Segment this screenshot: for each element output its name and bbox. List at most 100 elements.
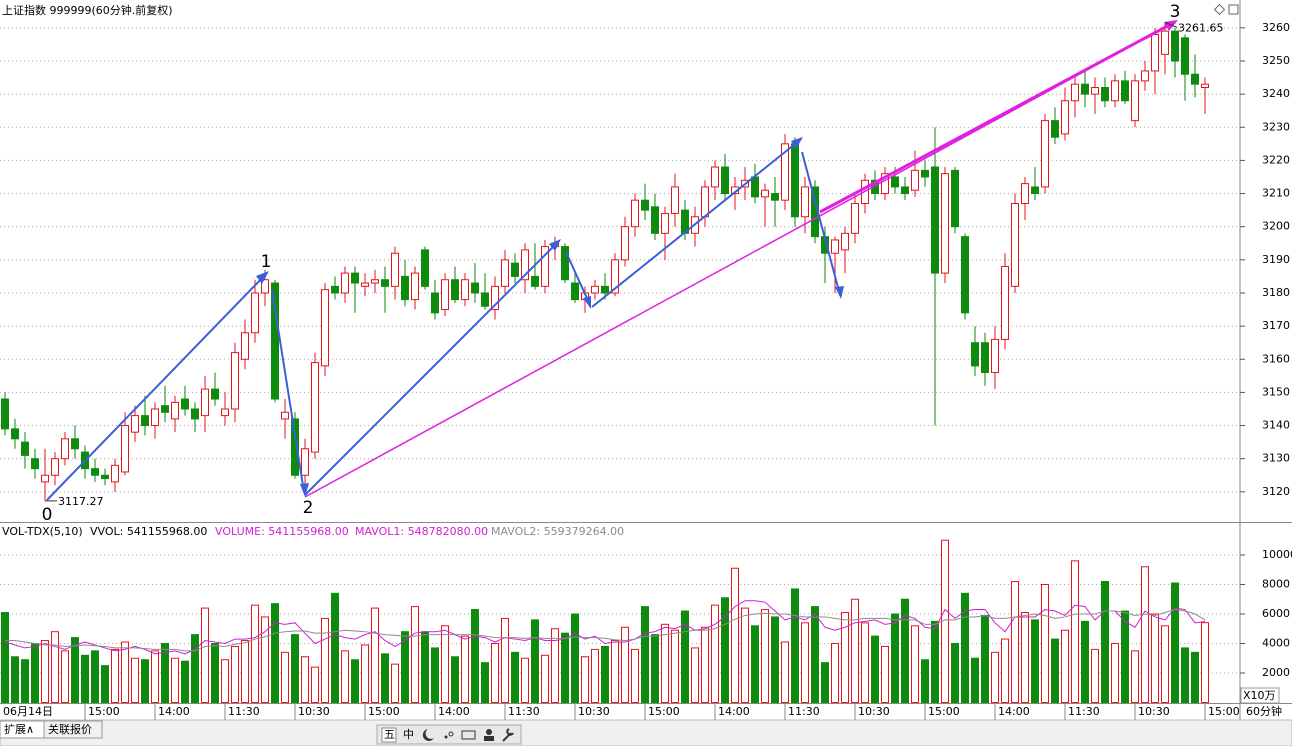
x-tick-label: 14:00 xyxy=(438,705,470,718)
candle-body xyxy=(131,415,139,433)
volume-bar xyxy=(631,648,639,704)
volume-bar xyxy=(121,641,129,704)
candle-body xyxy=(401,275,409,301)
candle-body xyxy=(91,468,99,476)
arrow-head xyxy=(300,483,309,497)
candle-body xyxy=(541,246,549,287)
candle-body xyxy=(911,169,919,191)
y-tick-label: 3180 xyxy=(1262,286,1290,299)
volume-bar xyxy=(71,637,79,703)
x-tick-label: 14:00 xyxy=(718,705,750,718)
icon-diamond[interactable] xyxy=(1213,3,1226,16)
candle-body xyxy=(31,458,39,470)
volume-bar xyxy=(571,613,579,704)
toolbar-icon[interactable] xyxy=(448,731,454,737)
candle-body xyxy=(1001,265,1009,340)
candle-body xyxy=(651,206,659,234)
candle-body xyxy=(61,438,69,460)
candle-body xyxy=(1101,86,1109,102)
toolbar-label[interactable]: 五 xyxy=(384,728,395,741)
volume-bar xyxy=(691,647,699,704)
wave-label: 1 xyxy=(261,252,272,272)
tab-label[interactable]: 扩展∧ xyxy=(4,722,34,736)
volume-bar xyxy=(901,598,909,703)
x-tick-label: 15:00 xyxy=(88,705,120,718)
candle-body xyxy=(981,342,989,374)
toolbar-icon[interactable] xyxy=(486,729,492,735)
candle-body xyxy=(521,249,529,281)
y-tick-label: 3250 xyxy=(1262,54,1290,67)
y-tick-label: 3170 xyxy=(1262,319,1290,332)
candle-body xyxy=(511,262,519,277)
toolbar-button[interactable] xyxy=(381,727,397,743)
volume-bar xyxy=(1161,625,1169,703)
volume-bar xyxy=(841,612,849,703)
volume-bar xyxy=(551,628,559,704)
tab[interactable] xyxy=(43,720,103,739)
y-tick-label: 3260 xyxy=(1262,21,1290,34)
candle-body xyxy=(931,166,939,274)
volume-bar xyxy=(881,645,889,703)
toolbar-icon[interactable] xyxy=(461,730,476,740)
arrow-head xyxy=(583,296,591,309)
volume-bar xyxy=(621,626,629,703)
volume-bar xyxy=(711,604,719,703)
candle-body xyxy=(961,236,969,314)
volume-bar xyxy=(171,657,179,703)
candle-body xyxy=(161,405,169,413)
y-tick-label: 2000 xyxy=(1262,666,1290,679)
candle-body xyxy=(71,438,79,450)
toolbar-icon[interactable] xyxy=(484,736,494,741)
candle-body xyxy=(761,189,769,198)
volume-bar xyxy=(1011,581,1019,704)
high-price-label: 3261.65 xyxy=(1178,21,1224,34)
arrow-head xyxy=(256,271,269,284)
candle-body xyxy=(971,342,979,367)
volume-bar xyxy=(261,616,269,703)
candle-body xyxy=(631,199,639,228)
toolbar-label[interactable]: 中 xyxy=(403,728,414,741)
y-tick-label: 3120 xyxy=(1262,485,1290,498)
volume-bar xyxy=(181,660,189,703)
volume-bar xyxy=(281,651,289,703)
volume-bar xyxy=(801,622,809,704)
candle-body xyxy=(331,285,339,294)
y-tick-label: 3220 xyxy=(1262,153,1290,166)
volume-bar xyxy=(311,666,319,703)
candle-body xyxy=(1201,83,1209,88)
volume-bar xyxy=(221,659,229,703)
toolbar-icon[interactable] xyxy=(444,735,448,739)
volume-bar xyxy=(611,640,619,703)
icon-window[interactable] xyxy=(1228,4,1239,15)
y-tick-label: 3160 xyxy=(1262,352,1290,365)
candle-body xyxy=(921,169,929,178)
volume-bar xyxy=(1041,583,1049,703)
wave-label: 3 xyxy=(1170,2,1181,22)
y-tick-label: 10000 xyxy=(1262,548,1292,561)
x-tick-label: 06月14日 xyxy=(3,705,53,718)
volume-bar xyxy=(661,623,669,703)
high-leader xyxy=(1164,21,1178,28)
candle-body xyxy=(571,282,579,301)
volume-bar xyxy=(431,647,439,704)
x-tick-label: 15:00 xyxy=(1208,705,1240,718)
volume-bar xyxy=(111,648,119,704)
volume-bar xyxy=(1,612,9,703)
volume-bar xyxy=(891,613,899,704)
arrow-head xyxy=(835,286,844,299)
toolbar-icon[interactable] xyxy=(502,728,514,742)
volume-bar xyxy=(11,656,19,704)
volume-bar xyxy=(761,609,769,704)
candle-body xyxy=(1161,30,1169,55)
candle-body xyxy=(301,448,309,476)
volume-bar xyxy=(91,650,99,704)
toolbar-icon[interactable] xyxy=(422,729,434,741)
candle-body xyxy=(851,202,859,234)
candle-body xyxy=(181,398,189,410)
candle-body xyxy=(171,401,179,420)
candle-body xyxy=(191,408,199,420)
volume-bar xyxy=(501,617,509,703)
volume-bar xyxy=(21,659,29,703)
tab-label[interactable]: 关联报价 xyxy=(48,722,92,736)
candle-body xyxy=(11,428,19,440)
